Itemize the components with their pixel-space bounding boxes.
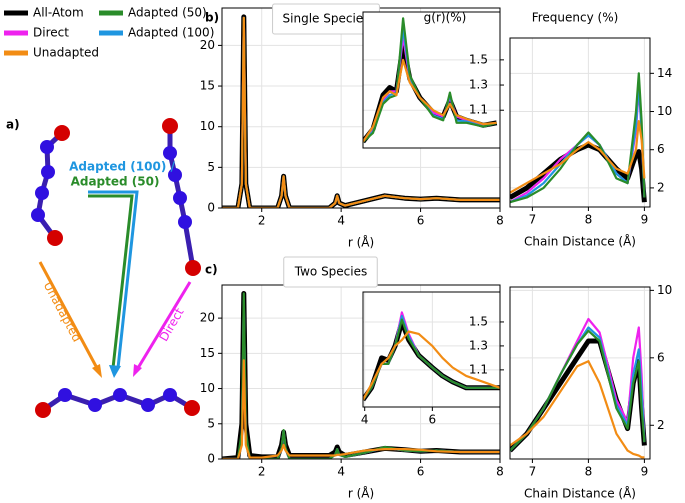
- x-tick-label: 8: [496, 214, 504, 228]
- x-tick-label: 6: [417, 465, 425, 479]
- series-line: [222, 16, 500, 208]
- legend-label: Direct: [33, 26, 69, 40]
- x-tick-label: 9: [641, 213, 649, 227]
- x-axis-label: Chain Distance (Å): [524, 486, 636, 501]
- arrow-label: Unadapted: [41, 279, 84, 344]
- x-tick-label: 8: [496, 465, 504, 479]
- plot-area: [510, 287, 650, 459]
- x-tick-label: 7: [529, 465, 537, 479]
- y-tick-label: 10: [200, 119, 215, 133]
- x-tick-label: 4: [337, 465, 345, 479]
- y-tick-label: 10: [657, 283, 672, 297]
- panel-label: c): [205, 263, 218, 277]
- y-tick-label: 1.5: [469, 314, 488, 328]
- legend-label: Unadapted: [33, 46, 99, 60]
- y-tick-label: 6: [657, 142, 665, 156]
- y-tick-label: 0: [207, 452, 215, 466]
- y-tick-label: 20: [200, 311, 215, 325]
- arrow-label: Direct: [157, 305, 187, 343]
- chart-title: Single Species: [283, 12, 370, 26]
- series-line: [363, 330, 500, 401]
- x-axis-label: Chain Distance (Å): [524, 234, 636, 249]
- y-tick-label: 15: [200, 346, 215, 360]
- y-tick-label: 1.1: [469, 362, 488, 376]
- y-tick-label: 0: [207, 201, 215, 215]
- y-tick-label: 1.3: [469, 338, 488, 352]
- legend-label: All-Atom: [33, 6, 84, 20]
- series-line: [222, 359, 500, 459]
- series-line: [510, 120, 646, 194]
- x-tick-label: 6: [417, 214, 425, 228]
- legend-label: Adapted (100): [128, 26, 214, 40]
- axes-frame: [509, 286, 651, 460]
- x-tick-label: 7: [529, 213, 537, 227]
- x-axis-label: r (Å): [348, 486, 374, 501]
- series-line: [510, 329, 646, 452]
- legend: All-Atom Direct Unadapted Adapted (50) A…: [4, 6, 214, 60]
- title-box: [283, 256, 378, 288]
- axes-frame: [362, 11, 501, 149]
- arrow-label: Adapted (50): [71, 175, 160, 189]
- x-tick-label: 8: [585, 213, 593, 227]
- x-tick-label: 9: [641, 465, 649, 479]
- chart-title: g(r)(%): [424, 11, 467, 25]
- x-axis-label: r (Å): [348, 235, 374, 250]
- y-tick-label: 10: [200, 381, 215, 395]
- series-line: [510, 360, 645, 459]
- y-tick-label: 10: [657, 104, 672, 118]
- y-tick-label: 2: [657, 418, 665, 432]
- chart: 4 6 1.1 1.3 1.5: [361, 291, 504, 427]
- x-tick-label: 2: [258, 214, 266, 228]
- legend-label: Adapted (50): [128, 6, 207, 20]
- chart: 7 8 9 2 6 10 14 Chain Distance (Å) Frequency (%): [509, 11, 672, 249]
- y-tick-label: 5: [207, 160, 215, 174]
- x-tick-label: 8: [585, 465, 593, 479]
- y-tick-label: 15: [200, 79, 215, 93]
- panel-label: a): [6, 118, 20, 132]
- y-tick-label: 2: [657, 180, 665, 194]
- arrow-label: Adapted (100) /: [69, 160, 175, 174]
- molecule-diagram: [31, 118, 201, 418]
- x-tick-label: 4: [337, 214, 345, 228]
- x-tick-label: 2: [258, 465, 266, 479]
- y-tick-label: 20: [200, 38, 215, 52]
- series-line: [363, 58, 497, 143]
- chart-title: Two Species: [294, 265, 368, 279]
- panel-label: b): [205, 11, 219, 25]
- x-tick-label: 4: [361, 413, 369, 427]
- axes-frame: [362, 291, 501, 408]
- y-tick-label: 6: [657, 350, 665, 364]
- chart: 1.1 1.3 1.5 g(r)(%): [362, 11, 504, 149]
- series-line: [510, 72, 646, 204]
- x-tick-label: 6: [429, 413, 437, 427]
- y-tick-label: 1.3: [469, 78, 488, 92]
- y-tick-label: 1.1: [469, 103, 488, 117]
- chart-title: Frequency (%): [532, 11, 619, 25]
- chart: 7 8 9 2 6 10 Chain Distance (Å): [509, 283, 672, 501]
- y-tick-label: 14: [657, 66, 672, 80]
- axes-frame: [509, 37, 651, 208]
- y-tick-label: 1.5: [469, 52, 488, 66]
- y-tick-label: 5: [207, 416, 215, 430]
